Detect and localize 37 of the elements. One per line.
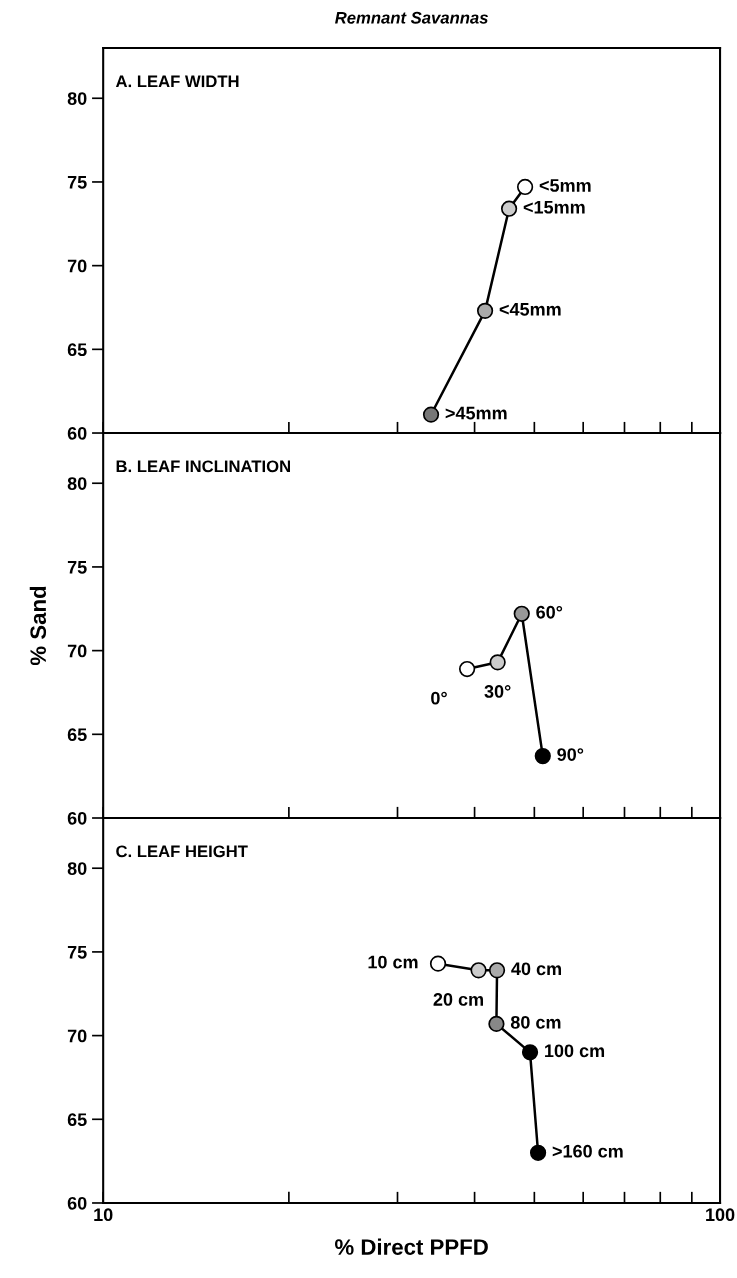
y-tick-label: 80 <box>67 477 87 490</box>
y-tick-label: 70 <box>67 259 87 273</box>
y-tick-label: 65 <box>67 728 87 742</box>
text: B. LEAF INCLINATION <box>116 460 291 473</box>
annotation: 40 cm <box>511 962 562 976</box>
y-tick-label: 60 <box>67 811 87 825</box>
y-tick-label: 75 <box>67 561 87 574</box>
annotation: <15mm <box>523 200 585 214</box>
y-tick-label: 60 <box>67 426 87 440</box>
y-tick-label: 75 <box>67 946 87 959</box>
annotation: 100 cm <box>545 1044 605 1058</box>
y-tick-label: 70 <box>67 1029 87 1043</box>
annotation: 90° <box>557 748 584 761</box>
x-tick-label: 10 <box>94 1208 113 1222</box>
y-tick-label: 70 <box>67 644 87 658</box>
x-axis-title: % Direct PPFD <box>334 1238 488 1255</box>
text: A. LEAF WIDTH <box>115 75 239 88</box>
annotation: 20 cm <box>433 993 483 1006</box>
y-tick-label: 60 <box>67 1196 87 1210</box>
annotation: 60° <box>536 605 563 619</box>
annotation: <45mm <box>499 303 561 316</box>
y-tick-label: 75 <box>67 176 87 189</box>
y-tick-label: 65 <box>67 343 87 357</box>
annotation: 80 cm <box>510 1015 561 1029</box>
y-tick-label: 65 <box>67 1113 87 1127</box>
text: C. LEAF HEIGHT <box>116 845 248 858</box>
y-tick-label: 80 <box>67 862 87 875</box>
annotation: <5mm <box>539 179 591 192</box>
y-axis-title: % Sand <box>29 586 47 666</box>
annotation: 10 cm <box>368 955 418 969</box>
x-tick-label: 100 <box>706 1208 735 1222</box>
y-tick-label: 80 <box>67 92 87 105</box>
annotation: 0° <box>431 691 447 705</box>
annotation: 30° <box>484 685 511 698</box>
annotation: >160 cm <box>552 1144 623 1158</box>
chart-title: Remnant Savannas <box>335 11 488 24</box>
annotation: >45mm <box>445 406 507 420</box>
